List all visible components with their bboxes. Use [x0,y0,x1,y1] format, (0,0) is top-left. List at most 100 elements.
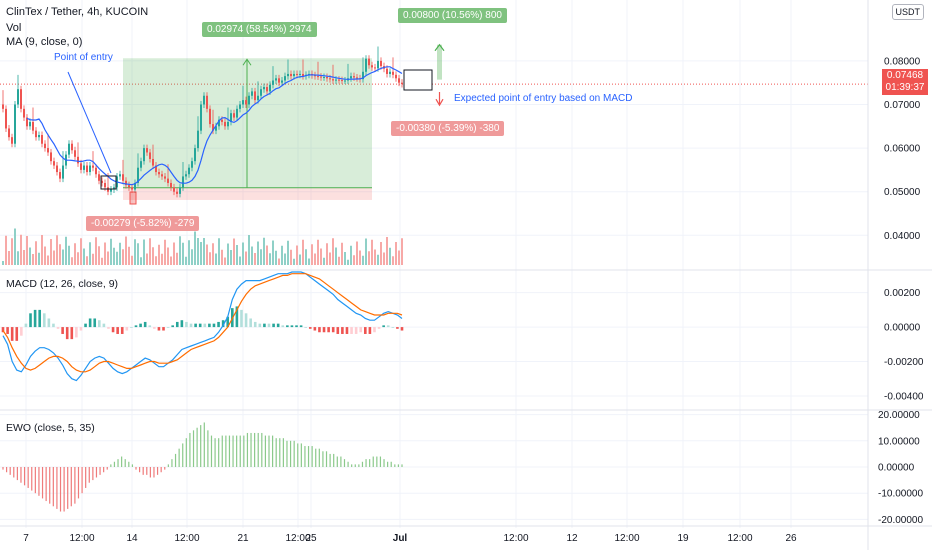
entry-marker-box [100,175,117,190]
currency-button[interactable]: USDT [891,4,924,20]
macd-histogram-bar [299,325,303,328]
ewo-histogram-bar [174,453,177,467]
macd-histogram-bar [171,325,174,328]
macd-histogram-bar [386,325,390,328]
macd-histogram-bar [313,327,317,331]
ewo-axis-label: -10.00000 [878,489,923,500]
macd-label: MACD (12, 26, close, 9) [6,278,119,290]
volume-bar [287,240,289,265]
target-up-badge: 0.00800 (10.56%) 800 [398,8,507,23]
price-axis-label: 0.04000 [884,231,921,242]
time-axis-label: 12:00 [727,533,752,544]
volume-bar [377,254,379,265]
ewo-histogram-bar [192,430,195,467]
last-price-value: 0.07468 [886,70,924,81]
macd-histogram-bar [65,327,69,340]
candle-body [335,79,337,81]
volume-bar [224,257,226,265]
macd-histogram-bar [33,309,37,328]
ewo-histogram-bar [358,464,360,467]
macd-histogram-bar [189,323,193,328]
ewo-histogram-bar [77,467,80,499]
time-axis-label: 21 [237,533,249,544]
ewo-histogram-bar [282,438,284,467]
ewo-histogram-bar [401,464,403,467]
volume-bar [194,231,196,265]
macd-histogram-bar [47,318,51,328]
ewo-histogram-bar [124,459,126,467]
macd-histogram-bar [148,325,152,328]
ewo-histogram-bar [307,446,310,467]
volume-bar [56,235,58,265]
macd-histogram-bar [24,323,28,328]
candle-body [224,121,226,127]
macd-histogram-bar [350,327,353,334]
macd-histogram-bar [290,325,294,328]
volume-bars [2,228,403,265]
candle-body [212,124,214,131]
price-axis-label: 0.07000 [884,100,921,111]
volume-bar [284,253,286,265]
volume-bar [173,242,175,265]
volume-bar [179,236,181,265]
candle-body [89,165,91,173]
macd-histogram-bar [29,313,32,328]
volume-bar [314,253,316,265]
candle-body [389,71,391,74]
ewo-histogram-bar [315,448,317,467]
volume-bar [182,242,184,265]
volume-bar [176,252,178,265]
ewo-histogram-bar [34,467,36,494]
ewo-label: EWO (close, 5, 35) [6,422,95,434]
volume-bar [86,256,88,265]
macd-histogram-bar [345,327,349,334]
macd-histogram-bar [235,306,239,328]
volume-bar [65,236,67,265]
ewo-histogram-bar [214,438,216,467]
macd-histogram-bar [304,327,307,328]
macd-histogram-bar [98,320,101,328]
ewo-axis-label: 20.00000 [878,410,920,421]
time-axis-label: 25 [305,533,317,544]
candle-body [341,80,343,82]
volume-bar [110,238,112,265]
ewo-histogram-bar [300,443,302,467]
candle-body [344,80,346,82]
candle-body [251,91,253,96]
macd-histogram-bar [153,327,156,329]
volume-bar [17,251,19,265]
volume-bar [203,238,205,265]
macd-histogram-bar [20,327,23,336]
volume-bar [296,245,298,265]
volume-bar [266,245,268,265]
volume-bar [38,252,40,265]
volume-bar [344,252,346,265]
volume-bar [26,236,28,265]
candle-body [281,80,283,83]
symbol-title: ClinTex / Tether, 4h, KUCOIN [6,6,149,18]
candle-body [131,187,133,190]
candle-body [137,167,139,183]
candle-body [104,182,106,188]
volume-bar [53,250,55,265]
ewo-histogram-bar [156,467,159,475]
volume-bar [14,228,16,265]
candle-body [44,143,46,149]
volume-bar [293,258,295,265]
ewo-histogram-bar [340,456,342,467]
projection-up-bar [437,44,442,80]
long-arrow-head [242,58,252,66]
expected-entry-label: Expected point of entry based on MACD [454,93,633,104]
ewo-histogram [2,422,403,512]
ewo-histogram-bar [228,435,231,467]
volume-bar [44,246,46,265]
volume-bar [398,250,400,265]
volume-bar [236,245,238,265]
ewo-histogram-bar [311,446,313,467]
ewo-histogram-bar [63,467,65,512]
volume-bar [308,258,310,265]
macd-histogram-bar [308,327,312,329]
ma-legend: MA (9, close, 0) [6,36,83,48]
